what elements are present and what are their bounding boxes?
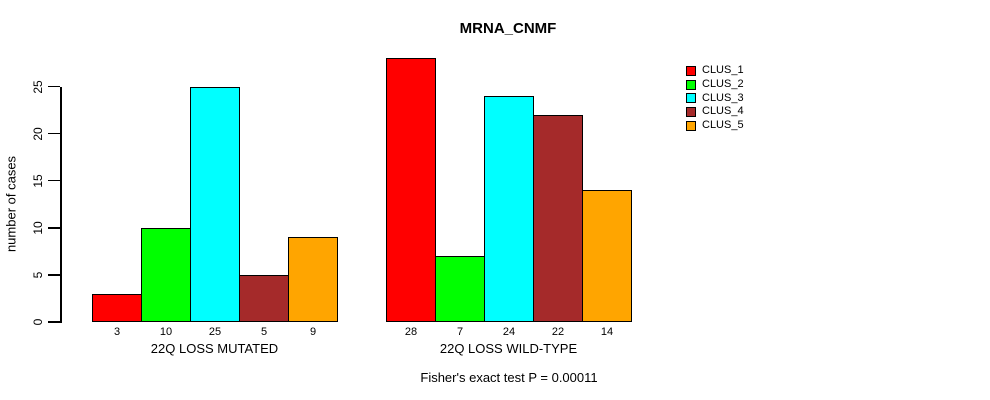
legend-item-clus_2: CLUS_2: [686, 78, 744, 92]
bar-value-label: 14: [600, 326, 614, 338]
legend-label: CLUS_3: [702, 91, 744, 104]
bar-value-label: 3: [113, 326, 121, 338]
bar-value-label: 5: [260, 326, 268, 338]
chart-title: MRNA_CNMF: [459, 20, 557, 37]
y-axis-line: [60, 86, 62, 323]
legend: CLUS_1 CLUS_2 CLUS_3 CLUS_4 CLUS_5: [686, 64, 744, 133]
y-axis-tick: [48, 227, 60, 229]
y-axis-tick: [48, 321, 60, 323]
bar-22q-loss-mutated-clus_3: [190, 86, 240, 322]
bar-value-label: 25: [208, 326, 222, 338]
bar-value-label: 7: [456, 326, 464, 338]
legend-item-clus_3: CLUS_3: [686, 92, 744, 106]
stat-annotation: Fisher's exact test P = 0.00011: [420, 370, 598, 385]
legend-item-clus_5: CLUS_5: [686, 119, 744, 133]
y-tick-label: 20: [31, 126, 45, 141]
y-tick-label: 15: [31, 174, 45, 188]
y-axis-tick: [48, 85, 60, 88]
bar-22q-loss-mutated-clus_5: [288, 237, 338, 322]
legend-swatch-icon: [686, 121, 696, 132]
legend-label: CLUS_1: [702, 64, 744, 76]
legend-swatch-icon: [686, 65, 696, 76]
bar-22q-loss-wild-type-clus_1: [386, 58, 436, 322]
legend-item-clus_4: CLUS_4: [686, 105, 744, 119]
bar-22q-loss-wild-type-clus_4: [533, 114, 583, 322]
y-axis-tick: [48, 274, 60, 276]
bar-22q-loss-wild-type-clus_5: [582, 190, 632, 322]
legend-swatch-icon: [686, 107, 696, 118]
bar-value-label: 22: [551, 326, 565, 338]
y-tick-label: 0: [31, 318, 45, 326]
legend-label: CLUS_2: [702, 77, 744, 90]
bar-22q-loss-wild-type-clus_3: [484, 95, 534, 322]
y-tick-label: 5: [31, 271, 45, 279]
y-tick-label: 10: [31, 221, 45, 235]
y-axis-tick: [48, 132, 60, 135]
y-axis-tick: [48, 179, 60, 182]
group-label: 22Q LOSS WILD-TYPE: [439, 341, 578, 356]
y-tick-label: 25: [31, 79, 45, 94]
bar-value-label: 24: [502, 326, 516, 338]
group-label: 22Q LOSS MUTATED: [150, 341, 279, 356]
legend-label: CLUS_4: [702, 105, 744, 118]
bar-22q-loss-mutated-clus_4: [239, 274, 289, 322]
legend-label: CLUS_5: [702, 119, 744, 132]
bar-value-label: 9: [309, 326, 317, 338]
bar-22q-loss-wild-type-clus_2: [435, 256, 485, 322]
legend-swatch-icon: [686, 93, 696, 104]
legend-item-clus_1: CLUS_1: [686, 64, 744, 78]
bar-22q-loss-mutated-clus_2: [141, 227, 191, 322]
y-axis-label: number of cases: [3, 155, 19, 253]
bar-value-label: 28: [404, 326, 418, 338]
bar-value-label: 10: [159, 326, 173, 338]
legend-swatch-icon: [686, 79, 696, 90]
bar-22q-loss-mutated-clus_1: [92, 293, 142, 322]
